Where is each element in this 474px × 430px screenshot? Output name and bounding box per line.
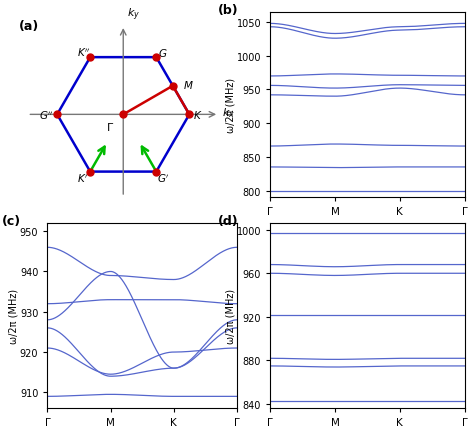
Y-axis label: ω/2π (MHz): ω/2π (MHz) [225,289,235,344]
Y-axis label: ω/2π (MHz): ω/2π (MHz) [9,289,18,344]
Text: $k_x$: $k_x$ [222,106,236,120]
Text: (a): (a) [19,19,39,33]
Text: $\Gamma$: $\Gamma$ [106,120,114,132]
Text: (d): (d) [218,214,238,227]
Text: $k_y$: $k_y$ [127,6,140,23]
Text: $G'$: $G'$ [156,172,169,185]
Text: $G''$: $G''$ [39,109,54,121]
Text: $K$: $K$ [193,109,203,121]
Text: (c): (c) [2,214,21,227]
Text: $K''$: $K''$ [77,46,91,59]
Text: $M$: $M$ [182,79,193,91]
Text: $K'$: $K'$ [76,172,88,185]
Y-axis label: ω/2π (MHz): ω/2π (MHz) [225,78,235,133]
Text: $G$: $G$ [158,47,168,59]
Text: (b): (b) [218,3,238,17]
